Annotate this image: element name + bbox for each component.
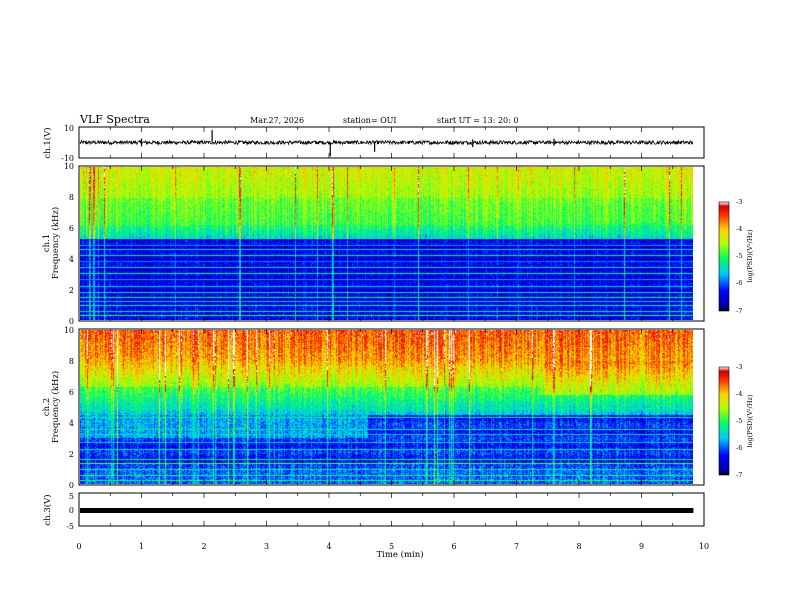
ch2-colorbar-bar: [718, 366, 730, 476]
ch1-spikes: [140, 130, 555, 157]
ch1-ytick: 6: [69, 224, 74, 233]
ch1-ytick: 8: [69, 193, 74, 202]
ch1-ytick: 0: [69, 317, 74, 326]
xtick-label: 2: [201, 542, 206, 551]
ch1-waveform-panel: 10 -10 ch.1(V): [42, 124, 705, 163]
ch3-waveform-ylabel: ch.3(V): [42, 494, 53, 525]
xtick-label: 8: [576, 542, 581, 551]
cb2-tick: -6: [736, 444, 742, 452]
ch2-ytick: 10: [64, 326, 74, 335]
ch1-waveform-line: [79, 139, 694, 146]
xtick-label: 7: [514, 542, 519, 551]
xtick-label: 9: [639, 542, 644, 551]
ch1-spectrogram-title: ch.1: [42, 234, 52, 252]
ch2-spectrogram-ticks: [78, 329, 705, 485]
ch2-spectrogram-yticks: 0 2 4 6 8 10: [64, 326, 74, 490]
xtick-label: 4: [326, 542, 331, 551]
ch3-waveform-line: [80, 508, 694, 513]
ch2-ytick: 8: [69, 357, 74, 366]
cb1-tick: -6: [736, 279, 742, 287]
cb1-tick: -4: [736, 225, 742, 233]
ch2-ytick: 6: [69, 388, 74, 397]
cb1-tick: -7: [736, 307, 742, 315]
ch1-colorbar-label: log(PSD)(V²/Hz): [746, 229, 754, 282]
time-axis: 0 1 2 3 4 5 6 7 8 9 10 Time (min): [76, 542, 709, 560]
ch1-spectrogram-panel: 0 2 4 6 8 10 ch.1 Frequency (kHz): [42, 162, 705, 326]
ch2-spectrogram-image: [80, 330, 693, 484]
ch1-x-ticks: [78, 127, 705, 158]
ch1-spectrogram-yticks: 0 2 4 6 8 10: [64, 162, 74, 326]
ch2-ytick: 0: [69, 481, 74, 490]
ch2-spectrogram-panel: 0 2 4 6 8 10 ch.2 Frequency (kHz): [42, 326, 705, 490]
time-axis-label: Time (min): [376, 549, 423, 560]
ch1-ytick-top: 10: [64, 124, 74, 133]
start-time-label: start UT = 13: 20: 0: [437, 116, 518, 125]
ch1-ytick: 2: [69, 286, 74, 295]
ch1-colorbar-bar: [718, 201, 730, 312]
xtick-label: 5: [389, 542, 394, 551]
station-label: station= OUI: [343, 116, 397, 125]
ch1-waveform-ylabel: ch.1(V): [42, 127, 53, 158]
cb2-tick: -3: [736, 363, 742, 371]
ch3-x-ticks: [78, 493, 705, 526]
xtick-label: 6: [451, 542, 456, 551]
cb2-tick: -5: [736, 417, 742, 425]
ch2-spectrogram-ylabel: Frequency (kHz): [50, 371, 61, 443]
ch1-ytick-bottom: -10: [61, 154, 74, 163]
xtick-label: 0: [76, 542, 81, 551]
cb2-tick: -7: [736, 471, 742, 479]
ch1-spectrogram-ylabel: Frequency (kHz): [50, 207, 61, 279]
ch3-ytick-bottom: -5: [66, 522, 74, 531]
ch1-ytick: 10: [64, 162, 74, 171]
ch3-ytick-top: 5: [69, 492, 74, 501]
cb2-tick: -4: [736, 390, 742, 398]
xtick-label: 10: [699, 542, 709, 551]
ch2-spectrogram-title: ch.2: [42, 398, 52, 416]
cb1-tick: -3: [736, 198, 742, 206]
ch2-ytick: 2: [69, 450, 74, 459]
xtick-label: 1: [139, 542, 144, 551]
ch3-ytick-mid: 0: [69, 506, 74, 515]
cb1-tick: -5: [736, 252, 742, 260]
ch2-ytick: 4: [69, 419, 74, 428]
ch1-spectrogram-ticks: [78, 166, 705, 321]
ch3-waveform-panel: 5 0 -5 ch.3(V): [42, 492, 705, 531]
ch1-spectrogram-image: [80, 167, 693, 320]
ch2-colorbar-label: log(PSD)(V²/Hz): [746, 394, 754, 447]
ch2-colorbar: -3 -4 -5 -6 -7 log(PSD)(V²/Hz): [718, 363, 754, 479]
figure-title: VLF Spectra: [79, 113, 150, 126]
ch1-ytick: 4: [69, 255, 74, 264]
ch1-colorbar: -3 -4 -5 -6 -7 log(PSD)(V²/Hz): [718, 198, 754, 315]
xtick-label: 3: [264, 542, 269, 551]
date-label: Mar.27, 2026: [250, 116, 304, 125]
